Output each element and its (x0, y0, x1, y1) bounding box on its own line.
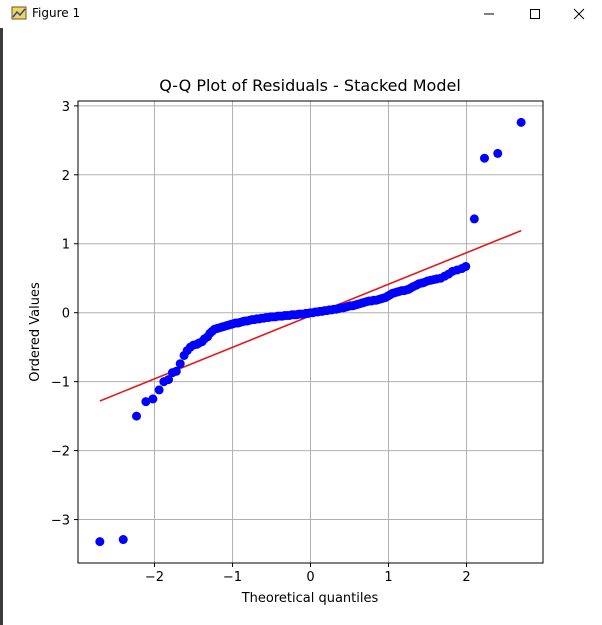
y-tick-label: −3 (51, 514, 70, 529)
data-point (175, 359, 185, 369)
x-tick-label: −2 (145, 570, 164, 585)
maximize-button[interactable] (512, 0, 558, 28)
data-point (118, 535, 128, 545)
data-point (164, 375, 174, 385)
data-point (479, 153, 489, 163)
data-point (95, 537, 105, 547)
data-point (461, 261, 471, 271)
data-point (469, 214, 479, 224)
y-tick-label: −2 (51, 445, 70, 460)
close-button[interactable] (556, 0, 602, 28)
data-point (132, 411, 142, 421)
y-tick-label: 3 (62, 100, 70, 115)
minimize-button[interactable] (466, 0, 512, 28)
x-tick-label: 0 (306, 570, 314, 585)
data-point (171, 366, 181, 376)
y-tick-label: 1 (62, 238, 70, 253)
data-point (516, 117, 526, 127)
close-icon (573, 8, 585, 20)
window-titlebar: Figure 1 (0, 0, 602, 28)
grid (78, 101, 543, 563)
data-point (493, 148, 503, 158)
x-tick-label: 2 (462, 570, 470, 585)
y-axis-label: Ordered Values (28, 282, 43, 382)
x-tick-label: −1 (223, 570, 242, 585)
data-point (154, 385, 164, 395)
minimize-icon (484, 13, 494, 15)
window-title: Figure 1 (32, 6, 81, 20)
data-point (141, 397, 151, 407)
y-tick-label: 2 (62, 169, 70, 184)
x-tick-label: 1 (384, 570, 392, 585)
chart-title: Q-Q Plot of Residuals - Stacked Model (159, 76, 461, 95)
y-tick-label: −1 (51, 376, 70, 391)
background-window-edge (0, 28, 3, 625)
data-point (148, 394, 158, 404)
figure-app-icon (11, 6, 27, 20)
maximize-icon (530, 9, 540, 19)
x-axis-label: Theoretical quantiles (241, 591, 379, 606)
y-tick-label: 0 (62, 307, 70, 322)
data-points (95, 117, 526, 547)
axis-ticks: −2 −1 0 1 2 −3 −2 −1 0 1 2 3 (51, 100, 471, 585)
